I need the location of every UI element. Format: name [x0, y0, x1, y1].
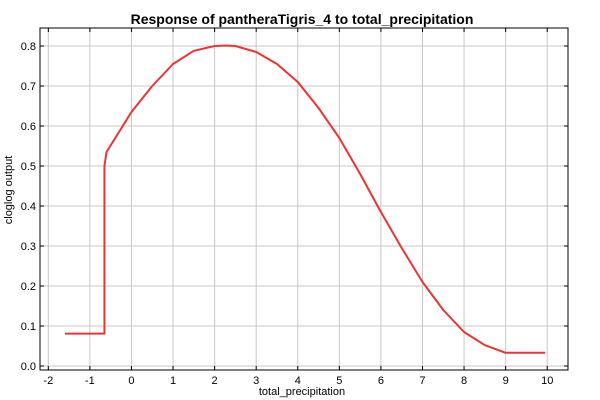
series-layer	[64, 44, 546, 354]
response-curve	[64, 44, 546, 354]
x-tick-label: 6	[378, 375, 384, 387]
x-tick-label: 4	[295, 375, 301, 387]
x-axis-label: total_precipitation	[259, 386, 345, 398]
x-tick-label: 9	[503, 375, 509, 387]
x-tick-label: -2	[43, 375, 53, 387]
y-tick-label: 0.3	[21, 241, 36, 253]
y-tick-label: 0.8	[21, 41, 36, 53]
x-tick-label: 1	[170, 375, 176, 387]
y-tick-label: 0.5	[21, 161, 36, 173]
x-tick-label: 3	[253, 375, 259, 387]
y-tick-label: 0.2	[21, 281, 36, 293]
x-tick-label: 10	[541, 375, 553, 387]
plot-frame	[39, 27, 569, 371]
tick-layer: -2 -1 0 1 2 3 4 5 6 7 8 9 10 0.0 0.1 0.2 0.3 0.4 0.5 0.6 0.7…	[21, 28, 568, 387]
y-tick-label: 0.4	[21, 201, 36, 213]
x-tick-label: 2	[212, 375, 218, 387]
y-tick-label: 0.7	[21, 81, 36, 93]
grid-layer	[40, 28, 568, 370]
x-tick-label: 5	[336, 375, 342, 387]
x-tick-label: -1	[85, 375, 95, 387]
x-tick-label: 8	[461, 375, 467, 387]
x-tick-label: 0	[128, 375, 134, 387]
y-tick-label: 0.1	[21, 321, 36, 333]
y-axis-label: cloglog output	[3, 156, 15, 225]
x-tick-label: 7	[419, 375, 425, 387]
y-tick-label: 0.0	[21, 361, 36, 373]
chart-title: Response of pantheraTigris_4 to total_pr…	[131, 11, 474, 27]
y-tick-label: 0.6	[21, 121, 36, 133]
